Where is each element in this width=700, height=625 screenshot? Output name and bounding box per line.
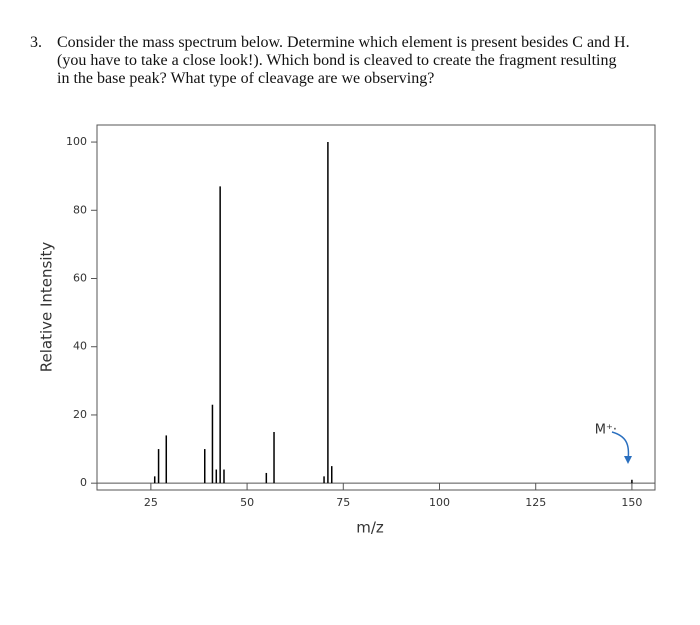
y-axis-label: Relative Intensity <box>38 242 56 373</box>
x-tick-label: 100 <box>429 496 450 509</box>
question-line: Consider the mass spectrum below. Determ… <box>57 34 630 51</box>
x-tick-label: 50 <box>240 496 254 509</box>
x-tick-label: 150 <box>621 496 642 509</box>
y-tick-label: 20 <box>73 408 87 421</box>
y-tick-label: 80 <box>73 203 87 216</box>
x-tick-label: 125 <box>525 496 546 509</box>
plot-frame <box>96 124 656 491</box>
x-axis-label: m/z <box>356 519 384 537</box>
arrowhead <box>624 456 632 464</box>
y-tick-label: 0 <box>80 476 87 489</box>
x-tick-label: 25 <box>144 496 158 509</box>
annotation: M⁺· <box>595 423 617 438</box>
question-number: 3. <box>30 34 42 51</box>
question-line: (you have to take a close look!). Which … <box>57 52 617 69</box>
y-tick-label: 100 <box>66 135 87 148</box>
y-tick-label: 60 <box>73 272 87 285</box>
question-line: in the base peak? What type of cleavage … <box>57 70 435 87</box>
y-tick-label: 40 <box>73 340 87 353</box>
x-tick-label: 75 <box>336 496 350 509</box>
